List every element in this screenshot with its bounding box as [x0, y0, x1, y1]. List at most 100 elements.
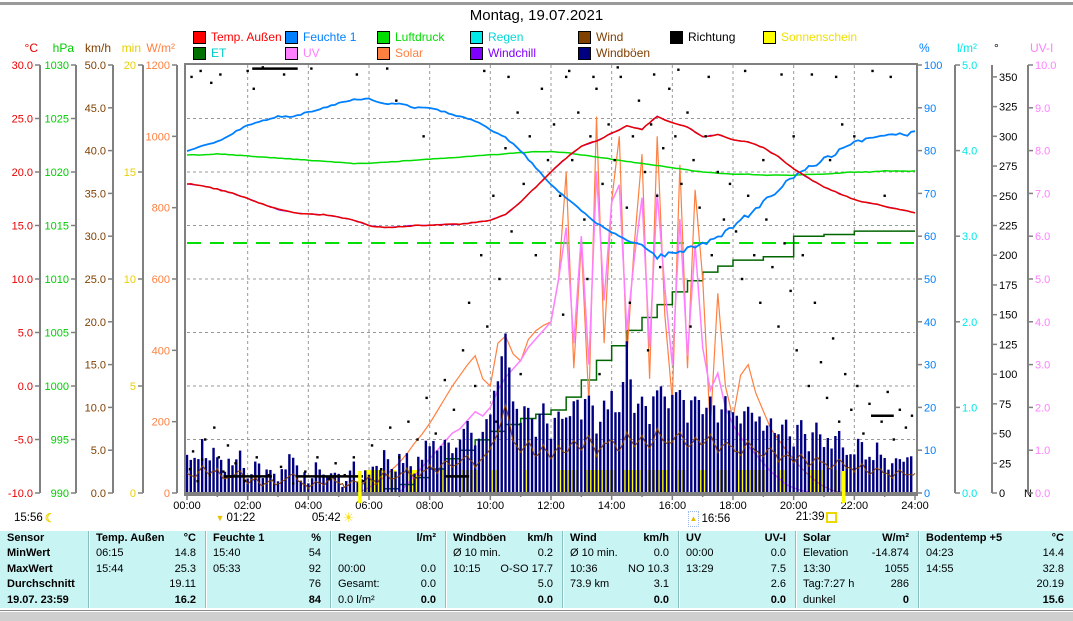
cell-value: 14.4 — [1042, 547, 1064, 560]
moonset-icon: ▼ — [215, 513, 225, 523]
axis-sunshine: min 20 15 10 5 0 — [122, 41, 144, 500]
astro-time: 16:56 — [701, 513, 731, 525]
svg-text:300: 300 — [999, 131, 1017, 143]
cell-label: 14:55 — [926, 562, 954, 575]
svg-text:175: 175 — [999, 280, 1017, 292]
sunset-icon — [826, 511, 838, 523]
col-name: UV — [686, 532, 702, 544]
svg-text:0: 0 — [999, 488, 1005, 500]
legend-item-uv: UV — [285, 46, 320, 60]
cell-label: Elevation — [803, 547, 849, 560]
sunrise-icon: ☀ — [342, 510, 355, 525]
legend-label: UV — [303, 46, 320, 60]
cell-label: 15:44 — [96, 562, 124, 575]
svg-text:5.0: 5.0 — [18, 328, 33, 340]
cell-value: 84 — [308, 593, 321, 606]
cell-value: 14.8 — [174, 547, 196, 560]
svg-text:0.0: 0.0 — [1035, 488, 1050, 500]
col-name: Wind — [570, 532, 597, 544]
svg-text:15.0: 15.0 — [12, 221, 33, 233]
svg-text:20.0: 20.0 — [85, 317, 106, 329]
svg-text:W/m²: W/m² — [146, 41, 175, 55]
svg-text:6.0: 6.0 — [1035, 231, 1050, 243]
svg-text:N: N — [1024, 488, 1032, 500]
legend-item-et: ET — [193, 46, 226, 60]
cell-label — [563, 593, 570, 608]
svg-text:1030: 1030 — [45, 60, 69, 72]
col-unit: km/h — [527, 532, 553, 544]
cell-value: 54 — [308, 547, 321, 560]
axis-temp: °C 30.0 25.0 20.0 15.0 10.0 5.0 0.0 -5.0 -10.0 — [8, 41, 41, 500]
cell-label — [446, 577, 453, 592]
cell-label — [919, 577, 926, 592]
legend-swatch-windboeen — [578, 46, 591, 60]
svg-text:0: 0 — [924, 488, 930, 500]
cell-label — [446, 593, 453, 608]
svg-text:1020: 1020 — [45, 167, 69, 179]
svg-text:100: 100 — [924, 60, 942, 72]
legend-swatch-regen — [470, 30, 483, 44]
svg-text:2.0: 2.0 — [962, 317, 977, 329]
legend-swatch-uv — [285, 46, 298, 60]
axis-uvindex: UV-I 10.0 9.0 8.0 7.0 6.0 5.0 4.0 3.0 2.0 1.0 0.0 — [1027, 41, 1056, 500]
cell-value: 20.19 — [1036, 578, 1064, 591]
astro-marker-0122: ▼ 01:22 — [216, 511, 256, 525]
svg-text:16:00: 16:00 — [659, 500, 687, 512]
svg-text:%: % — [919, 41, 930, 55]
astro-time: 01:22 — [226, 512, 256, 524]
svg-text:25.0: 25.0 — [85, 274, 106, 286]
legend-swatch-richtung — [670, 30, 683, 44]
svg-text:2.0: 2.0 — [1035, 402, 1050, 414]
stats-col-feuchte-1: Feuchte 1% 15:40 54 05:33 92 76 84 — [205, 531, 330, 608]
svg-text:l/m²: l/m² — [957, 41, 977, 55]
astro-time: 05:42 — [311, 512, 341, 524]
cell-value: 286 — [890, 578, 909, 591]
svg-text:150: 150 — [999, 310, 1017, 322]
cell-label: 05:33 — [213, 562, 241, 575]
svg-text:9.0: 9.0 — [1035, 103, 1050, 115]
svg-text:min: min — [122, 41, 141, 55]
cell-value: 25.3 — [174, 562, 196, 575]
svg-text:-5.0: -5.0 — [14, 435, 33, 447]
cell-label — [919, 593, 926, 608]
cell-label — [89, 577, 96, 592]
col-unit: l/m² — [416, 532, 436, 544]
cell-value: 0 — [902, 593, 909, 606]
svg-text:25: 25 — [999, 458, 1011, 470]
series-pressure — [186, 150, 916, 177]
svg-text:10: 10 — [124, 274, 136, 286]
cell-value: 16.2 — [174, 593, 196, 606]
svg-text:8.0: 8.0 — [1035, 146, 1050, 158]
cell-label — [89, 593, 96, 608]
cell-value: 0.0 — [770, 593, 786, 606]
svg-text:75: 75 — [999, 399, 1011, 411]
col-name: Windböen — [453, 532, 507, 544]
svg-text:50.0: 50.0 — [85, 60, 106, 72]
svg-text:10.0: 10.0 — [1035, 60, 1056, 72]
moon-time: 15:56 — [14, 512, 43, 524]
row-label: Durchschnitt — [7, 578, 75, 591]
col-unit: °C — [183, 532, 196, 544]
svg-text:00:00: 00:00 — [173, 500, 201, 512]
svg-text:0: 0 — [130, 488, 136, 500]
col-name: Temp. Außen — [96, 532, 165, 544]
legend-item-solar: Solar — [377, 46, 423, 60]
stats-col-rowlabels: Sensor MinWert MaxWert Durchschnitt 19.07. 2… — [0, 531, 88, 608]
svg-text:20: 20 — [124, 60, 136, 72]
legend-item-temp-aussen: Temp. Außen — [193, 30, 282, 44]
svg-text:3.0: 3.0 — [962, 231, 977, 243]
svg-text:1015: 1015 — [45, 221, 69, 233]
cell-label: 06:15 — [96, 547, 124, 560]
legend-item-regen: Regen — [470, 30, 523, 44]
cell-value: O-SO 17.7 — [500, 562, 553, 575]
svg-text:40.0: 40.0 — [85, 146, 106, 158]
legend-label: Windböen — [596, 46, 651, 60]
svg-text:4.0: 4.0 — [962, 146, 977, 158]
svg-text:°C: °C — [25, 41, 39, 55]
stats-col-wind: Wind km/h Ø 10 min. 0.0 10:36 NO 10.3 73.9 km 3… — [562, 531, 678, 608]
cell-label — [206, 593, 213, 608]
series-humidity — [186, 97, 916, 261]
legend-swatch-wind — [578, 30, 591, 44]
svg-text:50: 50 — [999, 429, 1011, 441]
axis-windspeed: km/h 50.0 45.0 40.0 35.0 30.0 25.0 20.0 15.0 10.0… — [85, 41, 114, 500]
